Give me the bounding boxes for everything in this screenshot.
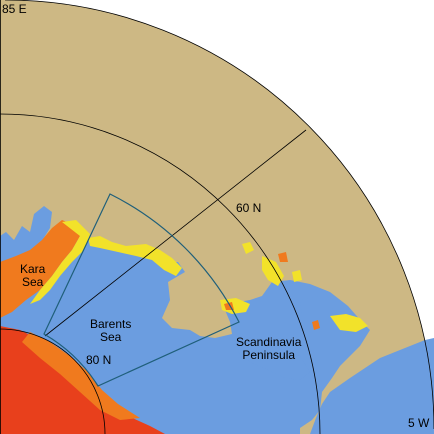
scandinavia-label: Scandinavia Peninsula bbox=[236, 336, 301, 362]
sea-ice bbox=[0, 220, 368, 434]
domain-outline bbox=[4, 0, 434, 430]
meridian-line bbox=[44, 129, 307, 337]
ice-yellow-spots bbox=[242, 242, 302, 282]
barents-sea-line2: Sea bbox=[100, 330, 122, 344]
ice-yellow-scandi-2 bbox=[262, 256, 284, 286]
kara-sea-line1: Kara bbox=[20, 262, 46, 276]
baltic-ocean bbox=[300, 296, 334, 330]
lat-80-arc bbox=[0, 328, 106, 434]
lat-80-label: 80 N bbox=[86, 353, 112, 367]
region-box bbox=[43, 193, 240, 387]
scandinavia-line2: Peninsula bbox=[242, 348, 296, 362]
ice-orange-south bbox=[22, 332, 140, 420]
ice-yellow-scandi-3 bbox=[330, 314, 368, 332]
barents-sea-label: Barents Sea bbox=[90, 318, 131, 344]
lat-60-label: 60 N bbox=[236, 201, 262, 215]
kara-sea-label: Kara Sea bbox=[20, 263, 45, 289]
white-sea bbox=[226, 334, 310, 380]
corner-label-bottom-right: 5 W bbox=[408, 416, 430, 430]
norwegian-coast-ocean bbox=[310, 338, 434, 434]
corner-label-top-left: 85 E bbox=[2, 2, 27, 16]
lat-60-arc bbox=[0, 113, 321, 434]
kara-sea-line2: Sea bbox=[22, 275, 44, 289]
ice-yellow-barents bbox=[88, 236, 182, 276]
barents-sea-line1: Barents bbox=[90, 317, 132, 331]
scandinavia-line1: Scandinavia bbox=[236, 335, 302, 349]
ice-orange-kara bbox=[0, 220, 80, 318]
ice-yellow-edge bbox=[30, 220, 90, 304]
